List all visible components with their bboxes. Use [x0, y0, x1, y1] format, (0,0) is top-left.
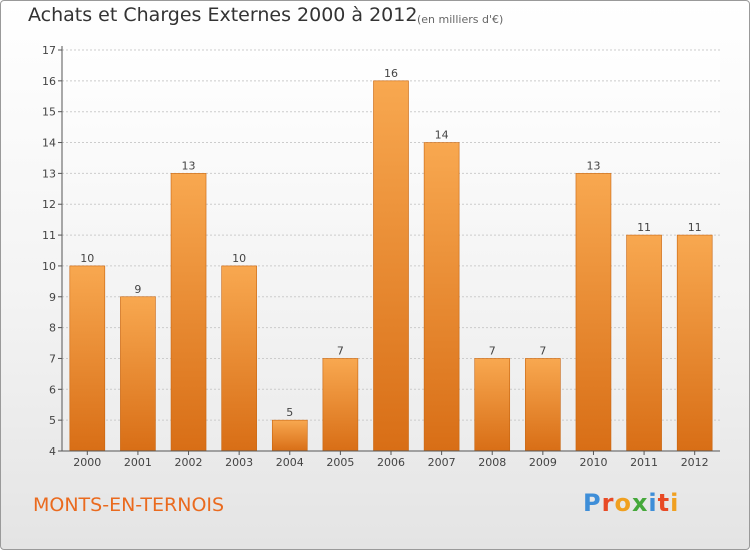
x-tick-label-2001: 2001	[124, 456, 152, 469]
x-tick-label-2002: 2002	[175, 456, 203, 469]
data-label-2010: 13	[586, 159, 600, 172]
data-label-2004: 5	[286, 406, 293, 419]
bar-2004	[271, 419, 308, 452]
y-tick-label: 4	[49, 445, 56, 458]
x-tick-label-2012: 2012	[681, 456, 709, 469]
x-tick-label-2000: 2000	[73, 456, 101, 469]
bar-2007	[423, 142, 460, 452]
data-label-2003: 10	[232, 252, 246, 265]
bar-2002	[170, 173, 207, 452]
x-tick-label-2009: 2009	[529, 456, 557, 469]
y-tick-label: 10	[42, 260, 56, 273]
logo-letter: o	[614, 489, 632, 517]
y-tick-label: 12	[42, 198, 56, 211]
logo-letter: t	[657, 489, 671, 517]
y-tick-label: 5	[49, 414, 56, 427]
data-label-2012: 11	[688, 221, 702, 234]
data-label-2000: 10	[80, 252, 94, 265]
x-tick-label-2011: 2011	[630, 456, 658, 469]
data-label-2011: 11	[637, 221, 651, 234]
logo-letter: i	[648, 489, 658, 517]
proxiti-logo: Proxiti	[583, 489, 679, 517]
x-tick-label-2006: 2006	[377, 456, 405, 469]
y-tick-label: 11	[42, 229, 56, 242]
data-label-2008: 7	[489, 344, 496, 357]
y-tick-label: 7	[49, 352, 56, 365]
bar-2012	[676, 234, 713, 452]
x-tick-label-2010: 2010	[579, 456, 607, 469]
bar-2000	[69, 265, 106, 452]
y-tick-label: 14	[42, 137, 56, 150]
y-tick-label: 17	[42, 44, 56, 57]
logo-letter: x	[631, 489, 649, 517]
y-tick-label: 16	[42, 75, 56, 88]
y-tick-label: 6	[49, 383, 56, 396]
chart-subtitle: (en milliers d'€)	[417, 13, 504, 26]
bars: 10 9 13 10 5 7 16 14 7 7 13 11 11	[69, 67, 713, 452]
data-label-2001: 9	[134, 283, 141, 296]
bar-2006	[373, 80, 409, 452]
y-tick-label: 15	[42, 106, 56, 119]
x-tick-label-2005: 2005	[326, 456, 354, 469]
data-label-2002: 13	[182, 159, 196, 172]
bar-2011	[626, 234, 662, 452]
x-tick-label-2008: 2008	[478, 456, 506, 469]
data-label-2007: 14	[435, 129, 449, 142]
logo-letter: r	[601, 489, 615, 517]
location-name: MONTS-EN-TERNOIS	[33, 494, 225, 516]
logo-letter: i	[670, 489, 680, 517]
y-tick-label: 8	[49, 322, 56, 335]
bar-2010	[575, 173, 612, 452]
data-label-2006: 16	[384, 67, 398, 80]
x-tick-label-2007: 2007	[428, 456, 456, 469]
axes: 4 5 6 7 8 9 10 11 12 13 14 15 16 17 2000 2001 2002 2003 20…	[42, 44, 720, 469]
y-tick-label: 9	[49, 291, 56, 304]
bar-2001	[120, 296, 156, 452]
x-tick-label-2003: 2003	[225, 456, 253, 469]
chart-title: Achats et Charges Externes 2000 à 2012	[28, 4, 418, 26]
bar-2008	[474, 358, 511, 452]
bar-2005	[322, 358, 359, 452]
y-tick-label: 13	[42, 167, 56, 180]
data-label-2005: 7	[337, 344, 344, 357]
data-label-2009: 7	[539, 344, 546, 357]
bar-2003	[221, 265, 257, 452]
logo-letter: P	[583, 489, 602, 517]
x-tick-label-2004: 2004	[276, 456, 304, 469]
bar-2009	[525, 358, 561, 452]
